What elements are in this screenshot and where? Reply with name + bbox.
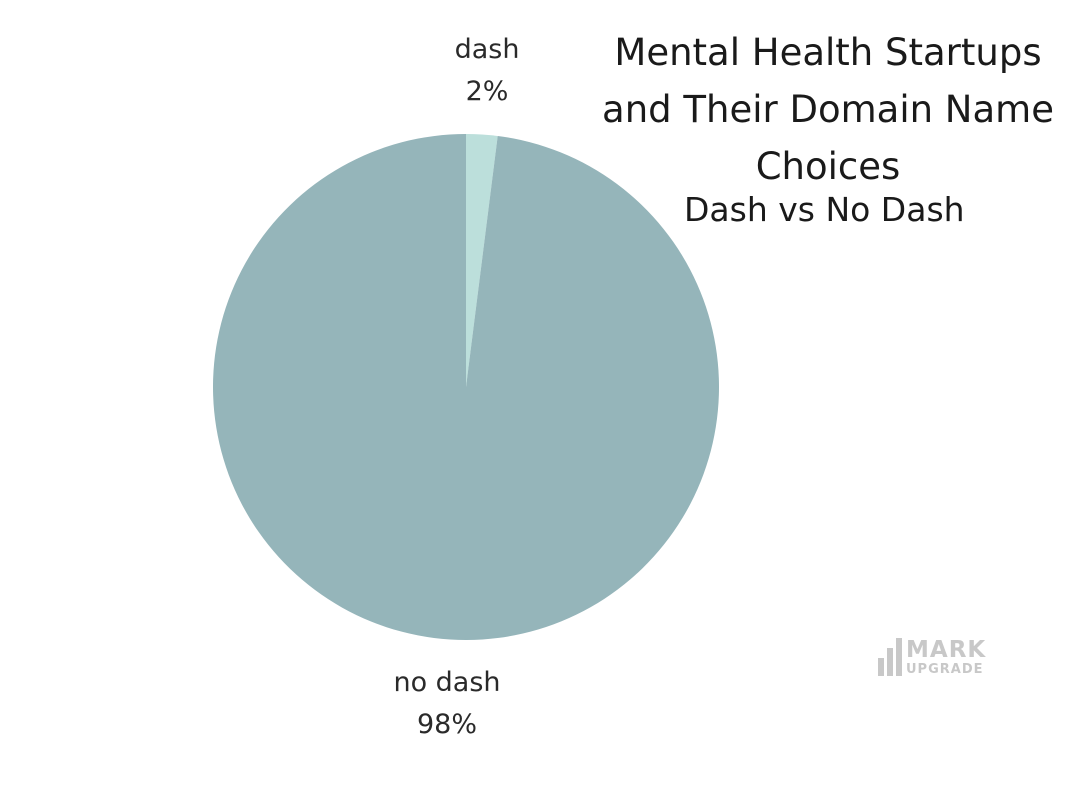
slice-value-dash: 2% [465, 76, 509, 107]
slice-category-no-dash: no dash [393, 667, 501, 698]
title-block: Mental Health Startups and Their Domain … [598, 24, 1058, 229]
slice-value-no-dash: 98% [416, 709, 477, 740]
pie-slice-no-dash [213, 134, 720, 640]
brand-line2: UPGRADE [906, 662, 984, 677]
slice-category-dash: dash [454, 34, 520, 65]
slice-label-no-dash: no dash 98% [367, 662, 527, 746]
chart-subtitle: Dash vs No Dash [684, 190, 965, 229]
pie-slices [213, 134, 720, 640]
pie-slice-dash [466, 134, 498, 387]
brand-line1: MARK [906, 637, 987, 663]
brand-logo: MARK UPGRADE [878, 638, 986, 676]
slice-label-dash: dash 2% [437, 29, 537, 113]
brand-wordmark: MARK UPGRADE [906, 637, 987, 677]
bar-chart-icon [878, 638, 902, 676]
chart-title: Mental Health Startups and Their Domain … [602, 31, 1054, 188]
